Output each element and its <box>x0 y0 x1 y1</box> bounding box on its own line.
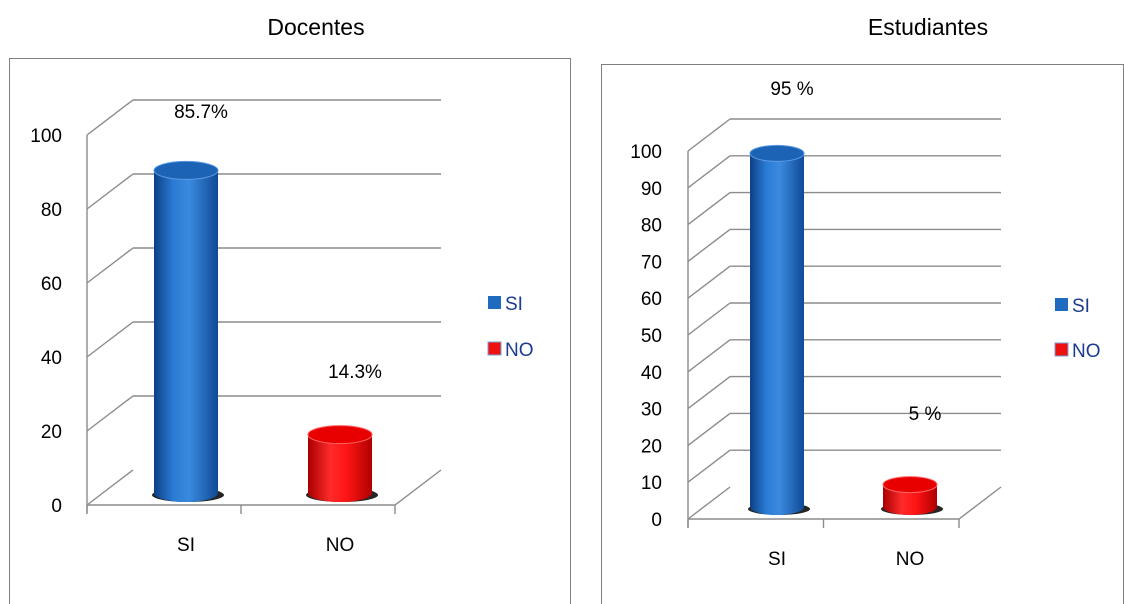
y-tick-label: 20 <box>41 422 62 443</box>
x-tick-label: SI <box>768 549 786 570</box>
y-tick-label: 0 <box>51 496 62 517</box>
gridline-side <box>687 155 731 189</box>
chart-title-estudiantes: Estudiantes <box>867 14 989 40</box>
y-tick-label: 50 <box>641 326 662 347</box>
legend-swatch-no <box>1054 342 1069 357</box>
gridline-side <box>86 321 134 358</box>
legend-label: SI <box>1072 296 1090 317</box>
y-tick-label: 30 <box>641 400 662 421</box>
bar-no <box>308 434 372 502</box>
chart-panel-docentes <box>9 58 571 604</box>
data-label: 5 % <box>909 404 942 425</box>
gridline-side <box>687 412 731 446</box>
legend-label: NO <box>1072 341 1101 362</box>
bar-top-si <box>749 144 805 162</box>
gridline-side <box>687 265 731 299</box>
y-tick-label: 90 <box>641 179 662 200</box>
y-tick-label: 0 <box>651 510 662 531</box>
legend-swatch-si <box>1055 298 1068 311</box>
y-tick-label: 100 <box>630 142 662 163</box>
gridline-side <box>687 228 731 262</box>
data-label: 85.7% <box>174 102 228 123</box>
data-label: 14.3% <box>328 362 382 383</box>
gridline-side <box>687 192 731 226</box>
gridline-side <box>86 247 134 284</box>
y-tick-label: 40 <box>641 363 662 384</box>
data-label: 95 % <box>770 79 813 100</box>
chart-title-docentes: Docentes <box>267 14 365 40</box>
y-tick-label: 60 <box>641 289 662 310</box>
gridline-side <box>687 339 731 373</box>
y-tick-label: 10 <box>641 473 662 494</box>
x-axis-floor <box>688 486 1002 520</box>
x-axis-floor <box>87 469 442 506</box>
legend-swatch-si <box>488 296 501 309</box>
x-tick-label: NO <box>896 549 925 570</box>
y-tick-label: 20 <box>641 436 662 457</box>
y-tick-label: 80 <box>41 200 62 221</box>
gridline-side <box>687 118 731 152</box>
y-tick-label: 40 <box>41 348 62 369</box>
bar-si <box>750 153 804 515</box>
gridline-side <box>687 486 731 520</box>
gridline-side <box>687 376 731 410</box>
gridline-side <box>86 99 134 136</box>
gridline-side <box>86 395 134 432</box>
legend-swatch-no <box>487 341 502 356</box>
bar-si <box>154 170 218 502</box>
bar-no <box>883 484 937 515</box>
gridline-side <box>86 469 134 506</box>
gridline-side <box>687 449 731 483</box>
legend-label: SI <box>505 294 523 315</box>
x-tick-label: NO <box>326 535 355 556</box>
y-tick-label: 70 <box>641 252 662 273</box>
bar-top-no <box>882 476 938 494</box>
bar-top-si <box>153 160 219 180</box>
gridline-side <box>86 173 134 210</box>
x-tick-label: SI <box>177 535 195 556</box>
y-tick-label: 80 <box>641 216 662 237</box>
gridline-side <box>687 302 731 336</box>
y-tick-label: 100 <box>30 126 62 147</box>
legend-label: NO <box>505 340 534 361</box>
y-tick-label: 60 <box>41 274 62 295</box>
bar-top-no <box>307 425 373 445</box>
